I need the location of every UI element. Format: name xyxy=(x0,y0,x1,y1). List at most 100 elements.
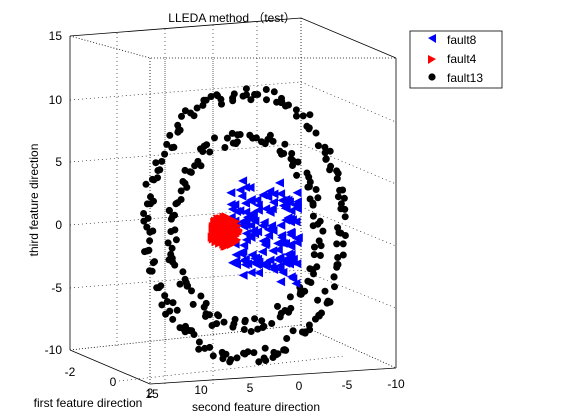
grid-lines xyxy=(69,22,397,384)
data-point xyxy=(293,171,301,179)
data-point xyxy=(315,237,323,245)
data-point xyxy=(303,169,311,177)
z-tick-label: 10 xyxy=(49,93,63,107)
data-point xyxy=(146,237,154,245)
data-point xyxy=(193,104,201,112)
data-point xyxy=(252,195,262,205)
data-point xyxy=(262,86,270,93)
data-point xyxy=(268,246,278,256)
data-point xyxy=(243,91,250,99)
data-point xyxy=(276,189,286,199)
data-point xyxy=(296,290,304,298)
grid-line xyxy=(300,81,397,123)
data-point xyxy=(158,157,166,165)
z-tick-label: -10 xyxy=(45,343,63,357)
data-point xyxy=(140,217,148,225)
data-point xyxy=(314,296,322,304)
data-point xyxy=(188,327,196,335)
data-point xyxy=(238,176,248,186)
legend-box xyxy=(409,30,503,89)
data-point xyxy=(312,315,319,323)
data-point xyxy=(288,150,296,157)
data-point xyxy=(169,212,177,220)
box-front-top xyxy=(69,35,396,59)
data-point xyxy=(291,279,301,288)
legend-marker-fault4 xyxy=(428,55,436,64)
data-point xyxy=(158,301,166,309)
data-point xyxy=(299,112,307,120)
data-point xyxy=(149,259,157,267)
data-point xyxy=(190,112,198,120)
data-point xyxy=(166,131,174,139)
data-point xyxy=(235,206,245,216)
data-point xyxy=(278,267,288,277)
data-point xyxy=(339,240,347,248)
x-tick-label: 0 xyxy=(110,375,117,389)
data-point xyxy=(181,275,189,283)
data-point xyxy=(223,230,233,240)
data-point xyxy=(270,88,278,96)
data-point xyxy=(298,328,306,336)
data-point xyxy=(326,147,334,155)
data-point xyxy=(333,175,341,183)
y-tick-label: 15 xyxy=(145,387,159,401)
data-point xyxy=(334,193,342,201)
data-point xyxy=(280,150,288,157)
box-bottom-back-right xyxy=(300,324,397,369)
data-point xyxy=(264,225,273,235)
data-point xyxy=(254,325,262,333)
data-point xyxy=(238,270,248,280)
data-point xyxy=(207,93,215,100)
y-tick-label: 5 xyxy=(247,381,254,395)
x-tick-label: -2 xyxy=(65,365,76,379)
data-point xyxy=(237,249,247,259)
z-axis-label: third feature direction xyxy=(27,144,41,257)
data-point xyxy=(341,213,349,221)
y-tick-label: 10 xyxy=(194,383,208,397)
data-point xyxy=(165,206,173,214)
data-point xyxy=(330,273,338,281)
data-point xyxy=(143,223,151,231)
data-point xyxy=(334,261,342,268)
data-point xyxy=(143,247,151,255)
data-point xyxy=(321,143,329,151)
data-point xyxy=(285,214,295,224)
data-point xyxy=(147,193,154,201)
data-point xyxy=(283,195,293,205)
y-axis-label: second feature direction xyxy=(192,400,320,414)
data-point xyxy=(202,310,210,318)
data-point xyxy=(176,324,184,332)
data-point xyxy=(286,293,294,301)
data-point xyxy=(168,244,176,252)
x-tick-label: 2 xyxy=(147,386,154,400)
z-axis: 15 10 5 0 -5 -10 xyxy=(45,29,63,357)
data-point xyxy=(219,212,229,222)
data-point xyxy=(283,254,293,264)
data-point xyxy=(337,229,345,237)
data-point xyxy=(257,247,267,257)
data-point xyxy=(223,134,231,142)
data-point xyxy=(258,317,266,325)
data-point xyxy=(245,183,255,192)
data-point xyxy=(340,194,348,202)
data-point xyxy=(322,155,330,163)
data-point xyxy=(265,207,275,217)
data-point xyxy=(220,318,228,326)
data-point xyxy=(210,232,220,242)
data-point xyxy=(199,101,207,109)
data-point xyxy=(293,112,300,120)
data-point xyxy=(227,356,235,363)
data-point xyxy=(222,223,232,233)
data-point xyxy=(162,310,170,318)
data-point xyxy=(241,207,251,217)
data-point xyxy=(161,292,169,300)
legend-marker-fault8 xyxy=(428,34,436,43)
data-point xyxy=(231,250,241,260)
data-point xyxy=(241,182,251,192)
data-point xyxy=(292,188,302,198)
legend: fault8 fault4 fault13 xyxy=(409,30,503,89)
data-point xyxy=(294,158,302,166)
data-point xyxy=(312,129,320,137)
data-point xyxy=(206,148,214,156)
